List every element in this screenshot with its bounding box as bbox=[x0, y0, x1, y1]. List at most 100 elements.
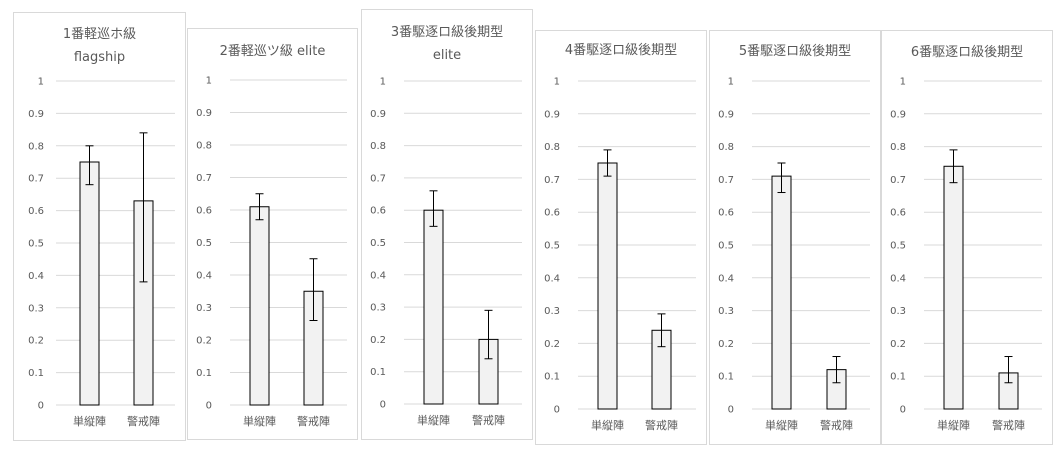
chart-panel-2: 2番軽巡ツ級 elite 0 0.1 0.2 0.3 0.4 0.5 0.6 0.7 0.8 0.9… bbox=[187, 28, 358, 440]
chart-svg: 1番軽巡ホ級 flagship 0 0.1 0.2 0.3 0.4 0.5 0.6 0.7 0.8 0… bbox=[28, 27, 175, 428]
chart-title: 6番駆逐ロ級後期型 bbox=[911, 45, 1023, 60]
y-tick-label: 0.6 bbox=[890, 208, 906, 219]
y-tick-label: 0.3 bbox=[196, 303, 212, 314]
y-tick-label: 0.4 bbox=[890, 273, 906, 284]
y-tick-label: 0.5 bbox=[544, 241, 560, 252]
chart-title: 4番駆逐ロ級後期型 bbox=[565, 43, 677, 58]
bar bbox=[423, 209, 444, 405]
chart-title: flagship bbox=[74, 50, 125, 65]
y-tick-label: 0.9 bbox=[196, 108, 212, 119]
y-tick-label: 0.5 bbox=[28, 239, 44, 250]
y-tick-label: 0.5 bbox=[890, 241, 906, 252]
x-category-label: 単縦陣 bbox=[591, 418, 624, 432]
y-tick-label: 0.9 bbox=[890, 109, 906, 120]
x-category-label: 単縦陣 bbox=[937, 418, 970, 432]
chart-panel-1: 1番軽巡ホ級 flagship 0 0.1 0.2 0.3 0.4 0.5 0.6 0.7 0.8 0… bbox=[13, 12, 186, 441]
chart-panel-4: 4番駆逐ロ級後期型 0 0.1 0.2 0.3 0.4 0.5 0.6 0.7 0.8 0.9 1 単縦… bbox=[535, 30, 707, 445]
y-tick-label: 0.7 bbox=[718, 175, 734, 186]
y-tick-label: 0.1 bbox=[544, 372, 560, 383]
y-tick-label: 1 bbox=[38, 77, 44, 88]
y-tick-label: 0.9 bbox=[28, 109, 44, 120]
y-tick-label: 1 bbox=[900, 77, 906, 88]
bar bbox=[943, 165, 964, 410]
y-tick-label: 0 bbox=[900, 405, 906, 416]
y-tick-label: 0 bbox=[38, 401, 44, 412]
y-tick-label: 0.8 bbox=[544, 142, 560, 153]
chart-svg: 2番軽巡ツ級 elite 0 0.1 0.2 0.3 0.4 0.5 0.6 0.7 0.8 0.9… bbox=[196, 44, 347, 428]
x-category-label: 警戒陣 bbox=[472, 413, 505, 427]
chart-panel-5: 5番駆逐ロ級後期型 0 0.1 0.2 0.3 0.4 0.5 0.6 0.7 0.8 0.9 1 単縦… bbox=[709, 30, 881, 445]
y-tick-label: 0.1 bbox=[28, 368, 44, 379]
x-category-label: 単縦陣 bbox=[73, 414, 106, 428]
y-tick-label: 0.5 bbox=[370, 238, 386, 249]
y-tick-label: 0.2 bbox=[28, 336, 44, 347]
y-tick-label: 0.6 bbox=[28, 206, 44, 217]
y-tick-label: 0.6 bbox=[718, 208, 734, 219]
y-tick-label: 0.5 bbox=[196, 238, 212, 249]
y-tick-label: 0.4 bbox=[370, 270, 386, 281]
y-tick-label: 0.1 bbox=[370, 367, 386, 378]
y-tick-label: 0.7 bbox=[196, 173, 212, 184]
y-tick-label: 0.8 bbox=[370, 141, 386, 152]
bar bbox=[249, 206, 270, 406]
y-tick-label: 1 bbox=[554, 77, 560, 88]
x-category-label: 単縦陣 bbox=[765, 418, 798, 432]
y-tick-label: 0.7 bbox=[890, 175, 906, 186]
y-tick-label: 0.4 bbox=[196, 271, 212, 282]
y-tick-label: 1 bbox=[206, 76, 212, 87]
y-tick-label: 0.8 bbox=[890, 142, 906, 153]
y-tick-label: 0.3 bbox=[544, 306, 560, 317]
y-tick-label: 0.4 bbox=[718, 273, 734, 284]
x-category-label: 警戒陣 bbox=[645, 418, 678, 432]
y-tick-label: 0.8 bbox=[196, 141, 212, 152]
bar bbox=[79, 161, 100, 406]
y-tick-label: 0.3 bbox=[890, 306, 906, 317]
y-tick-label: 0.2 bbox=[718, 339, 734, 350]
bar bbox=[597, 162, 618, 410]
y-tick-label: 0.3 bbox=[370, 303, 386, 314]
y-tick-label: 0.2 bbox=[890, 339, 906, 350]
chart-panel-3: 3番駆逐ロ級後期型 elite 0 0.1 0.2 0.3 0.4 0.5 0.6 0.7 0.8 0… bbox=[361, 9, 533, 440]
chart-title: elite bbox=[433, 48, 461, 63]
y-tick-label: 0.9 bbox=[370, 109, 386, 120]
y-tick-label: 0.7 bbox=[28, 174, 44, 185]
bar bbox=[771, 175, 792, 410]
y-tick-label: 0 bbox=[206, 401, 212, 412]
y-tick-label: 0.8 bbox=[28, 141, 44, 152]
y-tick-label: 0 bbox=[554, 405, 560, 416]
x-category-label: 警戒陣 bbox=[820, 418, 853, 432]
y-tick-label: 0.8 bbox=[718, 142, 734, 153]
chart-title: 5番駆逐ロ級後期型 bbox=[739, 44, 851, 59]
x-category-label: 警戒陣 bbox=[992, 418, 1025, 432]
x-category-label: 警戒陣 bbox=[127, 414, 160, 428]
y-tick-label: 0.4 bbox=[28, 271, 44, 282]
y-tick-label: 0.6 bbox=[196, 206, 212, 217]
y-tick-label: 0.2 bbox=[196, 336, 212, 347]
chart-svg: 6番駆逐ロ級後期型 0 0.1 0.2 0.3 0.4 0.5 0.6 0.7 0.8 0.9 1 単縦… bbox=[890, 45, 1042, 432]
chart-svg: 3番駆逐ロ級後期型 elite 0 0.1 0.2 0.3 0.4 0.5 0.6 0.7 0.8 0… bbox=[370, 25, 522, 427]
y-tick-label: 0.6 bbox=[370, 206, 386, 217]
y-tick-label: 0.9 bbox=[544, 109, 560, 120]
y-tick-label: 0.1 bbox=[718, 372, 734, 383]
y-tick-label: 0.1 bbox=[196, 368, 212, 379]
chart-svg: 5番駆逐ロ級後期型 0 0.1 0.2 0.3 0.4 0.5 0.6 0.7 0.8 0.9 1 単縦… bbox=[718, 44, 870, 432]
x-category-label: 警戒陣 bbox=[297, 414, 330, 428]
y-tick-label: 0 bbox=[728, 405, 734, 416]
y-tick-label: 0.9 bbox=[718, 109, 734, 120]
y-tick-label: 1 bbox=[728, 77, 734, 88]
y-tick-label: 1 bbox=[380, 77, 386, 88]
y-tick-label: 0.7 bbox=[370, 173, 386, 184]
y-tick-label: 0.1 bbox=[890, 372, 906, 383]
y-tick-label: 0.3 bbox=[718, 306, 734, 317]
chart-title: 1番軽巡ホ級 bbox=[63, 27, 136, 42]
y-tick-label: 0.2 bbox=[544, 339, 560, 350]
chart-title: 3番駆逐ロ級後期型 bbox=[391, 25, 503, 40]
y-tick-label: 0 bbox=[380, 400, 386, 411]
chart-svg: 4番駆逐ロ級後期型 0 0.1 0.2 0.3 0.4 0.5 0.6 0.7 0.8 0.9 1 単縦… bbox=[544, 43, 696, 432]
y-tick-label: 0.3 bbox=[28, 303, 44, 314]
chart-title: 2番軽巡ツ級 elite bbox=[220, 44, 326, 59]
chart-panel-6: 6番駆逐ロ級後期型 0 0.1 0.2 0.3 0.4 0.5 0.6 0.7 0.8 0.9 1 単縦… bbox=[881, 30, 1053, 445]
y-tick-label: 0.6 bbox=[544, 208, 560, 219]
x-category-label: 単縦陣 bbox=[417, 413, 450, 427]
y-tick-label: 0.2 bbox=[370, 335, 386, 346]
